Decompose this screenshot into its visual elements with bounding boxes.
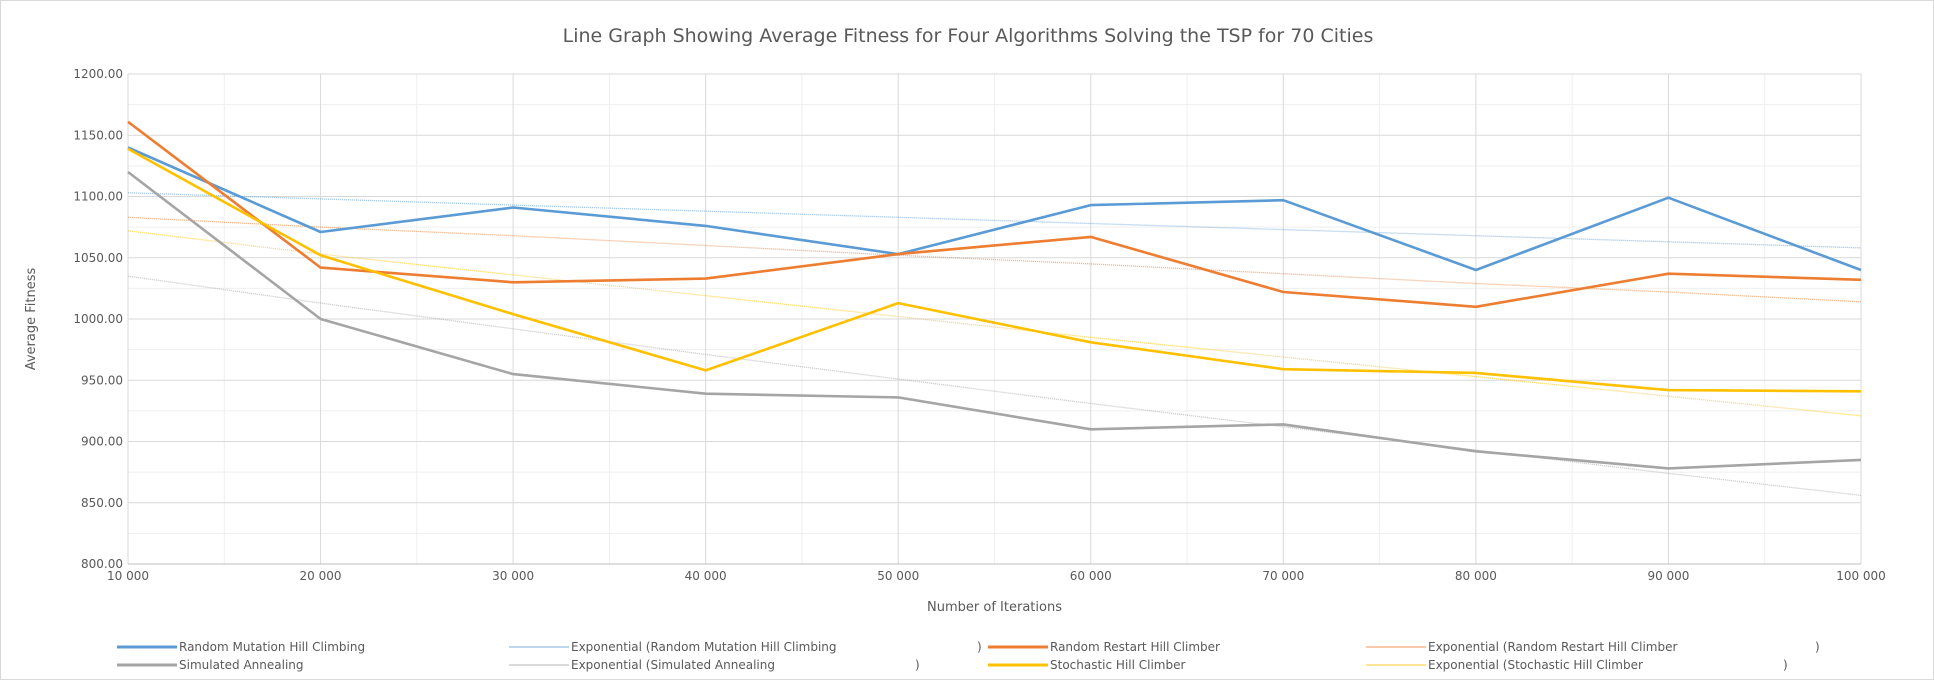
series-line-simulated-annealing [127,170,1862,470]
x-tick-label: 10 000 [107,569,149,583]
legend-entry: Exponential (Random Mutation Hill Climbi… [571,640,837,654]
x-tick-label: 30 000 [492,569,534,583]
x-tick-label: 40 000 [685,569,727,583]
chart-title: Line Graph Showing Average Fitness for F… [562,25,1374,47]
y-tick-label: 1100.00 [73,190,123,204]
y-tick-label: 1150.00 [73,128,123,142]
series-lines [127,120,1862,497]
legend-entry: Exponential (Stochastic Hill Climber [1428,658,1643,672]
y-tick-label: 950.00 [81,373,123,387]
x-tick-label: 70 000 [1262,569,1304,583]
x-tick-label: 90 000 [1647,569,1689,583]
axes: 800.00 850.00 900.00 950.00 1000.00 1050.00 11… [73,67,1885,583]
legend-entry-suffix: ) [1783,658,1788,672]
y-tick-label: 800.00 [81,557,123,571]
y-tick-label: 1050.00 [73,251,123,265]
trendline-exponential-simulated-annealing [127,275,1862,497]
legend-entry: Simulated Annealing [179,658,304,672]
y-tick-label: 1200.00 [73,67,123,81]
trendline-exponential-random-restart-hill-climber [127,216,1862,303]
legend-entry: Exponential (Simulated Annealing [571,658,775,672]
x-tick-label: 60 000 [1070,569,1112,583]
x-tick-label: 80 000 [1455,569,1497,583]
legend-entry-suffix: ) [1815,640,1820,654]
legend: Random Mutation Hill Climbing Exponential… [117,640,1820,672]
x-axis-title: Number of Iterations [927,600,1062,615]
y-axis-title: Average Fitness [24,268,39,371]
legend-entry-suffix: ) [915,658,920,672]
series-line-stochastic-hill-climber [127,147,1862,393]
y-tick-label: 900.00 [81,435,123,449]
y-tick-label: 850.00 [81,496,123,510]
trendline-exponential-random-mutation-hill-climbing [127,192,1862,249]
x-tick-label: 20 000 [300,569,342,583]
trendline-exponential-stochastic-hill-climber [127,230,1862,417]
legend-entry: Exponential (Random Restart Hill Climber [1428,640,1677,654]
series-line-random-restart-hill-climber [127,120,1862,309]
series-line-random-mutation-hill-climbing [127,146,1862,272]
legend-entry: Random Mutation Hill Climbing [179,640,365,654]
legend-entry-suffix: ) [977,640,982,654]
x-tick-label: 50 000 [877,569,919,583]
y-tick-label: 1000.00 [73,312,123,326]
x-tick-label: 100 000 [1836,569,1886,583]
legend-entry: Stochastic Hill Climber [1050,658,1186,672]
legend-entry: Random Restart Hill Climber [1050,640,1220,654]
gridlines [127,73,1862,565]
